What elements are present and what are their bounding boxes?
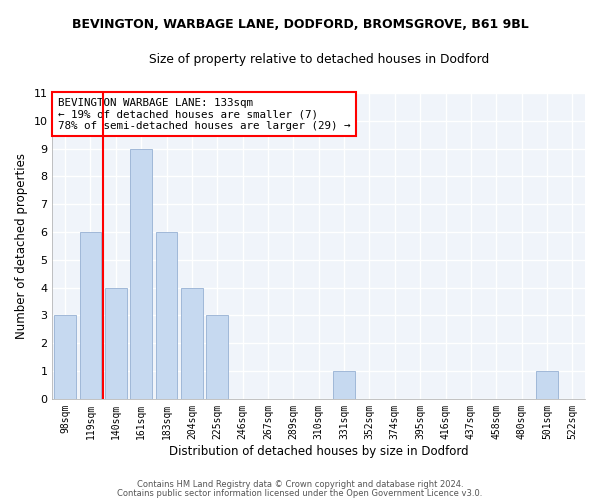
Bar xyxy=(156,232,178,399)
Bar xyxy=(80,232,101,399)
Bar xyxy=(105,288,127,399)
Text: Contains public sector information licensed under the Open Government Licence v3: Contains public sector information licen… xyxy=(118,488,482,498)
Text: BEVINGTON, WARBAGE LANE, DODFORD, BROMSGROVE, B61 9BL: BEVINGTON, WARBAGE LANE, DODFORD, BROMSG… xyxy=(71,18,529,30)
Text: BEVINGTON WARBAGE LANE: 133sqm
← 19% of detached houses are smaller (7)
78% of s: BEVINGTON WARBAGE LANE: 133sqm ← 19% of … xyxy=(58,98,350,131)
Bar xyxy=(130,148,152,399)
Bar xyxy=(333,371,355,399)
Text: Contains HM Land Registry data © Crown copyright and database right 2024.: Contains HM Land Registry data © Crown c… xyxy=(137,480,463,489)
X-axis label: Distribution of detached houses by size in Dodford: Distribution of detached houses by size … xyxy=(169,444,469,458)
Bar xyxy=(55,316,76,399)
Bar xyxy=(181,288,203,399)
Title: Size of property relative to detached houses in Dodford: Size of property relative to detached ho… xyxy=(149,52,489,66)
Y-axis label: Number of detached properties: Number of detached properties xyxy=(15,153,28,339)
Bar xyxy=(206,316,228,399)
Bar xyxy=(536,371,558,399)
